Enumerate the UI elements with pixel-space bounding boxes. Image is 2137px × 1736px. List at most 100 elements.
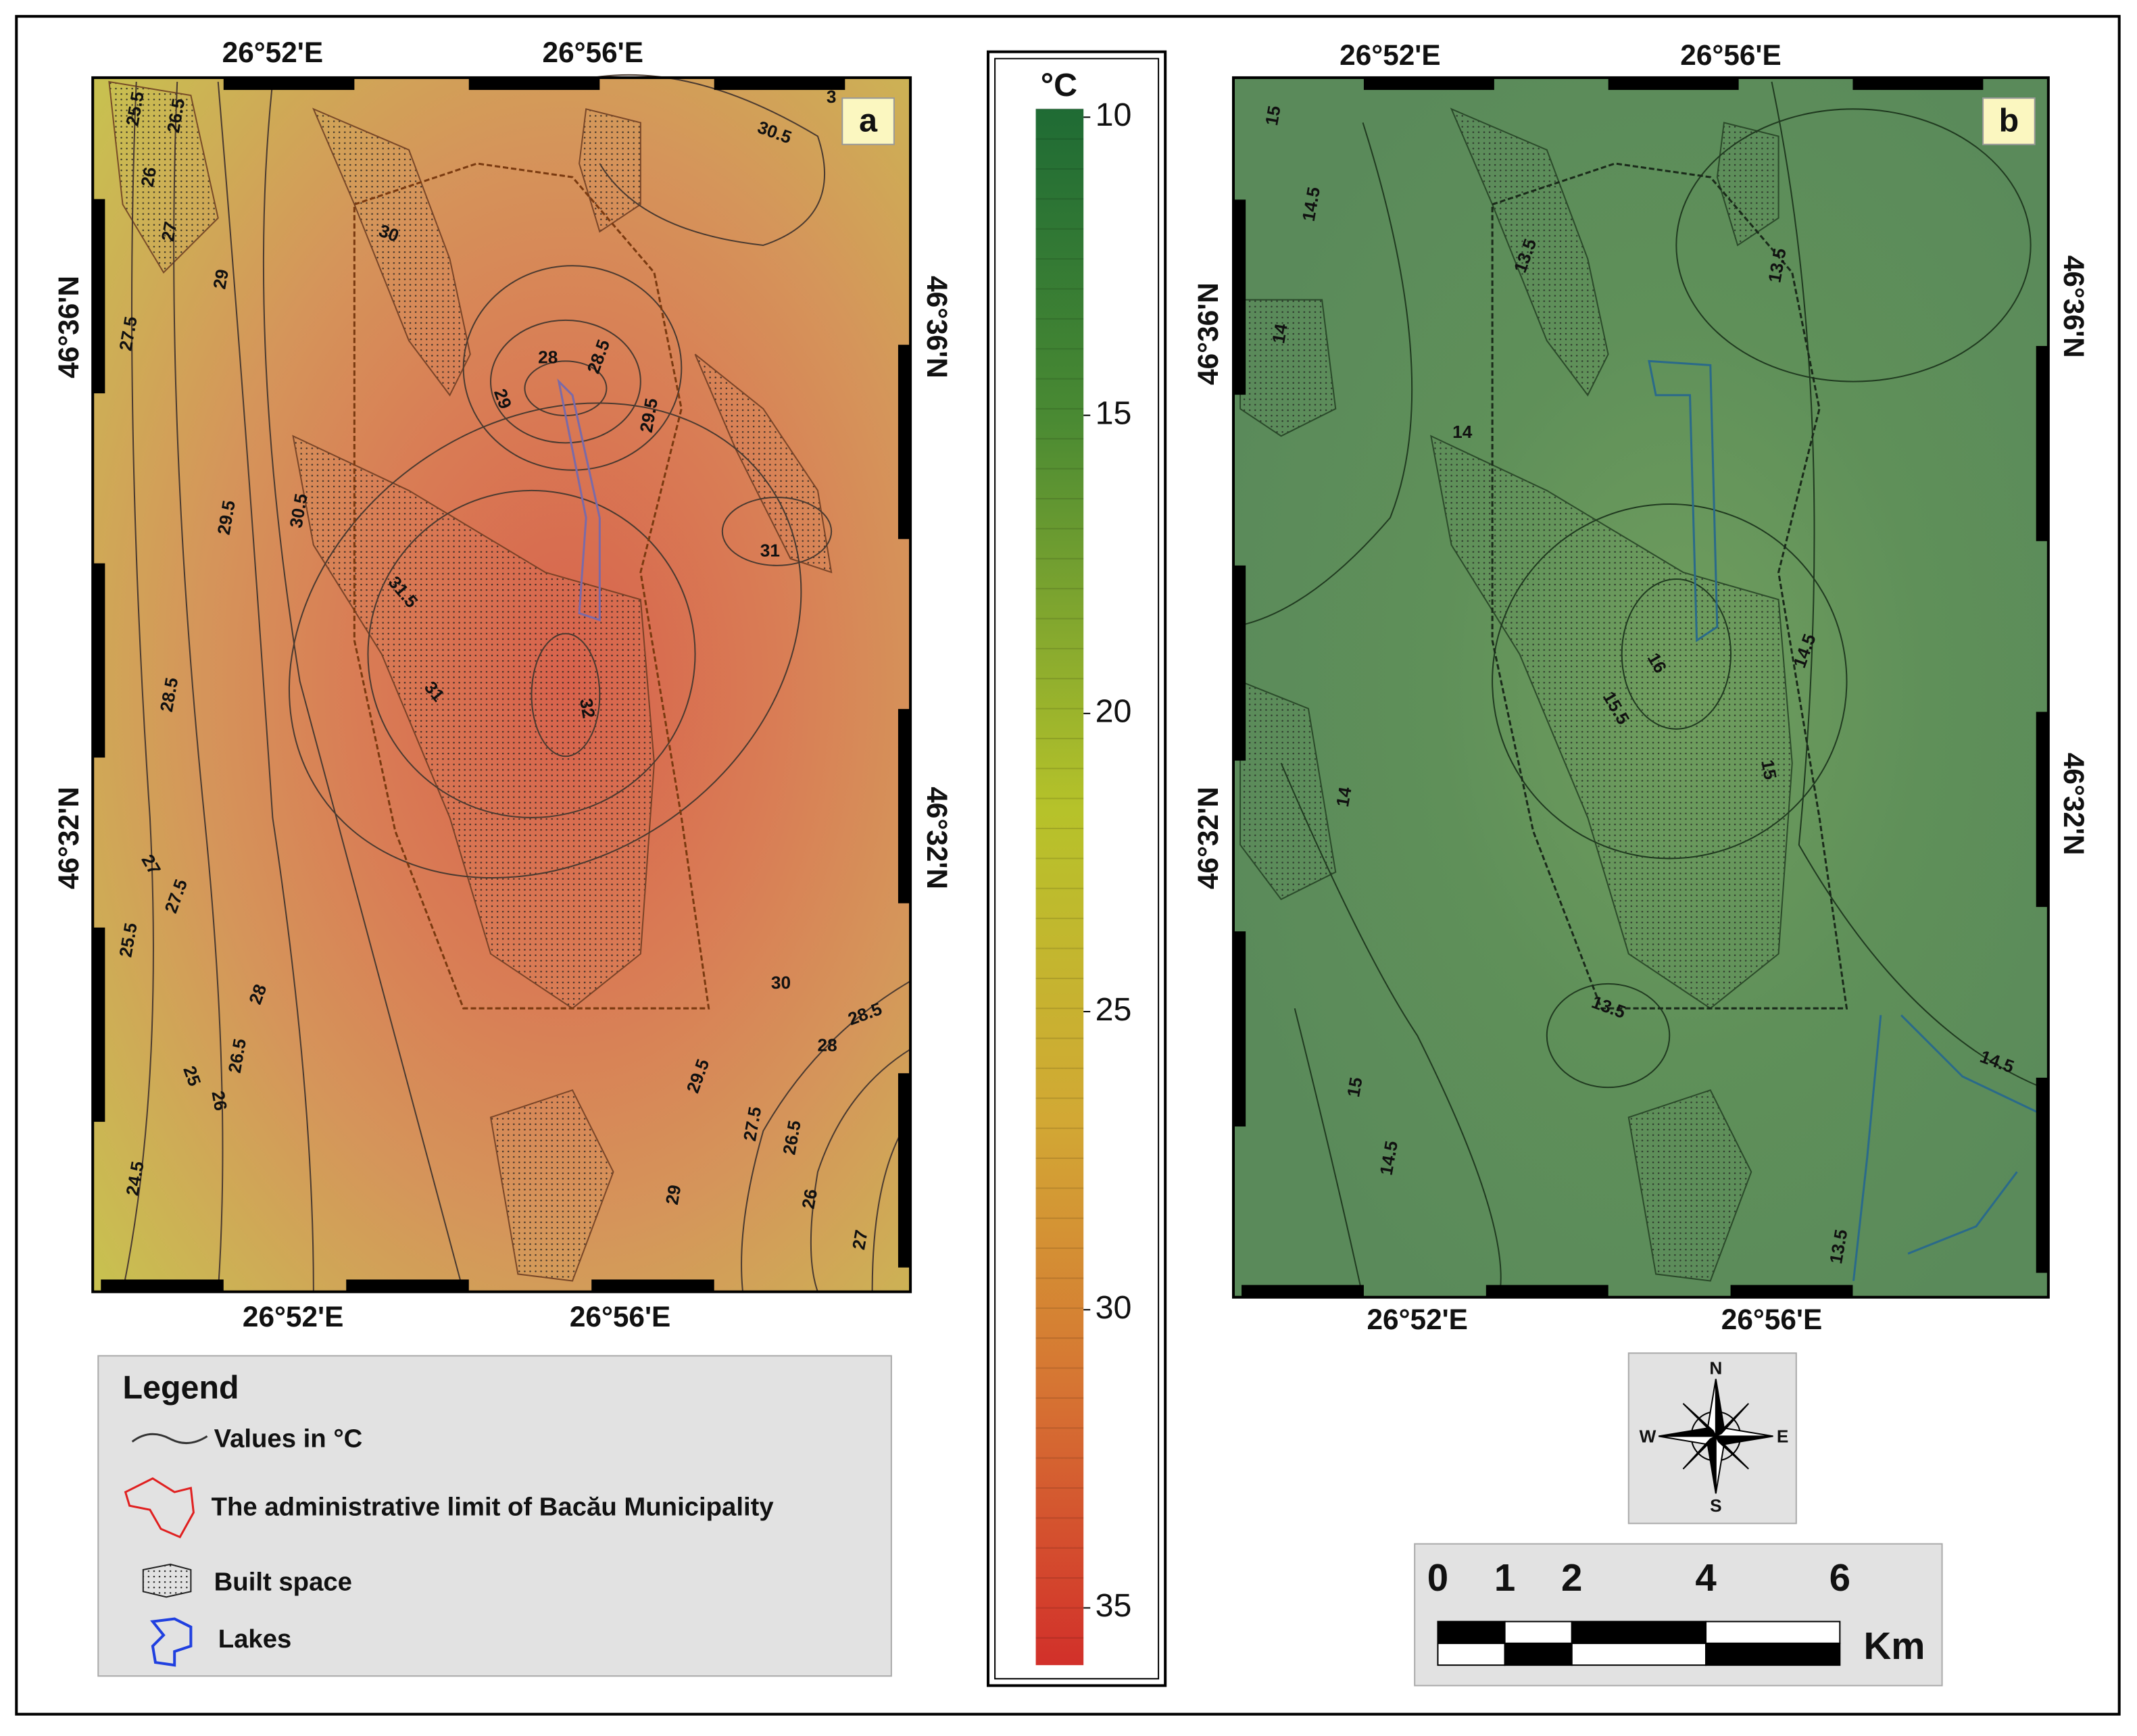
frame-tick: [1233, 199, 1246, 395]
frame-tick: [1730, 1285, 1853, 1297]
scale-tick-label: 6: [1829, 1556, 1850, 1599]
contour-label: 26: [137, 166, 161, 189]
frame-tick: [101, 1279, 224, 1292]
latitude-label: 46°32'N: [1192, 787, 1224, 889]
panel-label: b: [1999, 102, 2019, 139]
frame-tick: [1233, 565, 1246, 761]
scale-tick-label: 1: [1494, 1556, 1515, 1599]
colorbar-tick-label: 15: [1096, 395, 1132, 431]
legend-built-symbol: [142, 1563, 192, 1598]
frame-tick: [1242, 1285, 1364, 1297]
frame-tick: [223, 77, 355, 91]
colorbar-tick-label: 20: [1096, 693, 1132, 730]
compass: N E S W: [1627, 1352, 1797, 1524]
frame-tick: [1485, 1285, 1608, 1297]
frame-tick: [898, 709, 911, 903]
contour-label: 26: [207, 1089, 231, 1112]
longitude-label: 26°52'E: [1367, 1304, 1468, 1335]
scale-segment: [1571, 1620, 1707, 1644]
longitude-label: 26°56'E: [543, 36, 643, 68]
contour-label: 15: [1343, 1076, 1367, 1099]
frame-tick: [714, 77, 845, 91]
frame-tick: [898, 1073, 911, 1268]
contour-label: 14: [1268, 322, 1292, 345]
legend-item: Values in °C: [214, 1424, 363, 1454]
colorbar-frame-inner: [994, 57, 1160, 1680]
legend-item: Lakes: [218, 1625, 292, 1654]
legend-limit-symbol: [124, 1477, 195, 1539]
frame-tick: [1608, 77, 1739, 91]
contour-label: 27: [157, 220, 181, 243]
frame-tick: [1233, 931, 1246, 1127]
scale-unit: Km: [1864, 1625, 1925, 1667]
scale-segment: [1504, 1642, 1573, 1666]
frame-tick: [2036, 1077, 2048, 1273]
frame-tick: [1852, 77, 1984, 91]
contour-label: 26: [798, 1187, 822, 1210]
scale-tick-label: 4: [1695, 1556, 1717, 1599]
latitude-label: 46°36'N: [2058, 255, 2090, 358]
panel-label-box: [841, 97, 895, 145]
colorbar-unit: °C: [1041, 67, 1077, 103]
latitude-label: 46°36'N: [921, 276, 953, 378]
frame-tick: [93, 563, 105, 758]
built-space: [1239, 107, 1793, 1282]
compass-e: E: [1777, 1426, 1788, 1446]
frame-tick: [2036, 712, 2048, 908]
colorbar-tick-label: 10: [1096, 97, 1132, 133]
scale-segment: [1705, 1642, 1841, 1666]
scale-segment: [1571, 1642, 1707, 1666]
frame-tick: [1363, 77, 1494, 91]
built-space: [108, 80, 833, 1282]
latitude-label: 46°36'N: [53, 276, 84, 378]
administrative-limit: [353, 162, 710, 1010]
contour-label: 31: [760, 541, 780, 561]
scale-segment: [1437, 1642, 1506, 1666]
panel-label: a: [859, 102, 878, 139]
frame-tick: [93, 927, 105, 1122]
colorbar-ramp: [1035, 109, 1084, 1666]
colorbar: °C: [987, 50, 1167, 1687]
contour-label: 27: [848, 1229, 872, 1251]
legend: Legend Values in °C The administrative l…: [97, 1355, 892, 1677]
contour-label: 14: [1452, 422, 1473, 442]
administrative-limit: [1491, 162, 1848, 1010]
colorbar-tick-label: 25: [1096, 991, 1132, 1028]
compass-rose: [1658, 1379, 1773, 1494]
contour-label: 15: [1757, 758, 1781, 781]
legend-title: Legend: [123, 1370, 239, 1406]
contour-label: 29: [662, 1183, 685, 1206]
longitude-label: 26°56'E: [570, 1301, 670, 1333]
contour-label: 29: [209, 268, 232, 291]
frame-tick: [93, 199, 105, 394]
longitude-label: 26°56'E: [1680, 39, 1781, 71]
contour-label: 32: [576, 697, 599, 720]
frame-tick: [468, 77, 600, 91]
contour-label: 28: [538, 347, 558, 367]
scale-segment: [1504, 1620, 1573, 1644]
contour-label: 3: [827, 86, 837, 107]
lake: [557, 378, 601, 622]
contour-label: 30: [771, 972, 791, 993]
legend-box: [97, 1355, 892, 1677]
frame-tick: [346, 1279, 469, 1292]
contour-label: 15: [1261, 104, 1285, 127]
frame-tick: [2036, 345, 2048, 541]
scale-segment: [1705, 1620, 1841, 1644]
contour-lines: [1233, 81, 2049, 1297]
latitude-label: 46°32'N: [921, 787, 953, 889]
frame-tick: [591, 1279, 714, 1292]
contour-label: 28: [818, 1035, 837, 1056]
compass-n: N: [1709, 1358, 1722, 1378]
latitude-label: 46°32'N: [2058, 753, 2090, 855]
panel-label-box: [1982, 97, 2036, 145]
colorbar-tick-label: 35: [1096, 1587, 1132, 1624]
legend-item: Built space: [214, 1567, 352, 1596]
longitude-label: 26°52'E: [222, 36, 323, 68]
scale-tick-label: 2: [1561, 1556, 1582, 1599]
lake: [1648, 359, 2049, 1281]
frame-tick: [898, 345, 911, 539]
compass-s: S: [1710, 1495, 1721, 1516]
